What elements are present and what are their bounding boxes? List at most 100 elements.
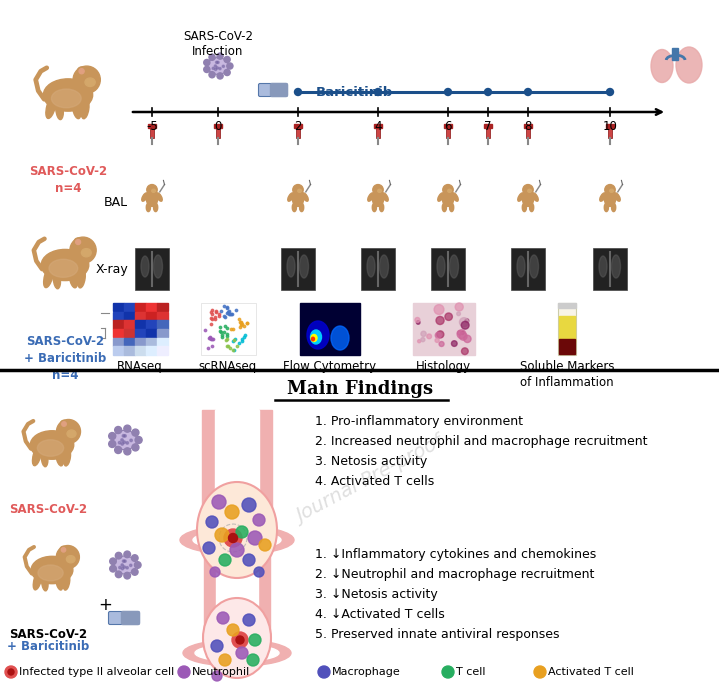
- Circle shape: [249, 634, 261, 646]
- Ellipse shape: [146, 191, 157, 206]
- Text: 6: 6: [444, 120, 452, 133]
- Point: [219, 327, 230, 338]
- Ellipse shape: [37, 440, 63, 456]
- Ellipse shape: [438, 193, 444, 201]
- Ellipse shape: [372, 191, 384, 206]
- Circle shape: [462, 322, 469, 329]
- Point: [239, 321, 250, 332]
- Text: Infected type II alveolar cell: Infected type II alveolar cell: [19, 667, 174, 677]
- Ellipse shape: [55, 445, 63, 466]
- Point: [214, 309, 225, 320]
- Ellipse shape: [197, 482, 277, 578]
- Point: [221, 302, 232, 313]
- Text: 2: 2: [294, 120, 302, 133]
- Circle shape: [248, 531, 262, 545]
- Point: [221, 333, 233, 344]
- Point: [219, 300, 230, 311]
- Point: [233, 338, 244, 349]
- Circle shape: [259, 539, 271, 551]
- Point: [237, 336, 248, 347]
- Bar: [202, 410, 215, 540]
- Ellipse shape: [293, 191, 303, 206]
- Ellipse shape: [331, 326, 349, 350]
- FancyBboxPatch shape: [109, 611, 139, 624]
- Point: [229, 335, 240, 346]
- Bar: [524, 124, 532, 128]
- Bar: [113, 320, 124, 328]
- Circle shape: [243, 614, 255, 626]
- Circle shape: [232, 632, 248, 648]
- Ellipse shape: [31, 556, 73, 584]
- Circle shape: [110, 558, 116, 565]
- Circle shape: [236, 526, 248, 538]
- Circle shape: [203, 67, 210, 73]
- Circle shape: [457, 330, 462, 335]
- Circle shape: [459, 333, 467, 340]
- Circle shape: [126, 442, 129, 444]
- Bar: [148, 124, 156, 128]
- Bar: [216, 538, 258, 659]
- Text: 1. ↓Inflammatory cytokines and chemokines: 1. ↓Inflammatory cytokines and chemokine…: [315, 548, 596, 561]
- Circle shape: [216, 61, 218, 63]
- Point: [228, 336, 239, 347]
- Bar: [124, 346, 134, 354]
- Ellipse shape: [146, 203, 150, 212]
- Bar: [135, 248, 169, 290]
- Circle shape: [236, 647, 248, 659]
- Bar: [124, 338, 134, 346]
- Bar: [294, 124, 302, 128]
- Text: 8: 8: [524, 120, 531, 133]
- Text: +: +: [98, 596, 112, 614]
- Circle shape: [427, 334, 431, 339]
- Circle shape: [124, 435, 127, 437]
- Circle shape: [224, 69, 230, 76]
- Circle shape: [217, 612, 229, 624]
- FancyBboxPatch shape: [122, 611, 139, 624]
- Point: [204, 333, 216, 344]
- Circle shape: [73, 66, 100, 93]
- Point: [221, 302, 232, 313]
- Bar: [146, 329, 157, 337]
- Bar: [146, 312, 157, 320]
- Text: 0: 0: [214, 120, 221, 133]
- Point: [209, 312, 221, 323]
- Text: 3. Netosis activity: 3. Netosis activity: [315, 455, 427, 468]
- Circle shape: [607, 89, 613, 95]
- Bar: [124, 303, 134, 311]
- Text: 3. ↓Netosis activity: 3. ↓Netosis activity: [315, 588, 438, 601]
- Text: 10: 10: [603, 120, 618, 133]
- Bar: [113, 338, 124, 346]
- Point: [221, 323, 233, 334]
- Ellipse shape: [614, 193, 620, 201]
- Circle shape: [5, 666, 17, 678]
- Ellipse shape: [300, 203, 303, 212]
- Circle shape: [121, 442, 124, 445]
- Point: [239, 329, 250, 340]
- Ellipse shape: [676, 47, 702, 83]
- Ellipse shape: [452, 193, 458, 201]
- Ellipse shape: [611, 255, 620, 278]
- Ellipse shape: [288, 193, 293, 201]
- Bar: [113, 329, 124, 337]
- Ellipse shape: [153, 255, 162, 278]
- Text: 1. Pro-inflammatory environment: 1. Pro-inflammatory environment: [315, 415, 523, 428]
- Ellipse shape: [33, 570, 42, 590]
- Ellipse shape: [41, 447, 48, 466]
- Point: [229, 344, 240, 355]
- Point: [225, 323, 237, 334]
- Circle shape: [461, 331, 464, 335]
- Circle shape: [523, 185, 533, 195]
- Circle shape: [435, 338, 439, 342]
- Bar: [672, 47, 678, 60]
- Ellipse shape: [437, 256, 445, 277]
- Circle shape: [132, 569, 138, 575]
- Point: [202, 342, 214, 353]
- Circle shape: [247, 654, 259, 666]
- Circle shape: [439, 341, 444, 346]
- Ellipse shape: [49, 259, 78, 278]
- Ellipse shape: [141, 256, 149, 277]
- Text: SARS-CoV-2
Infection: SARS-CoV-2 Infection: [183, 30, 253, 58]
- Circle shape: [485, 89, 492, 95]
- Text: T cell: T cell: [456, 667, 485, 677]
- Text: scRNAseq: scRNAseq: [199, 360, 257, 373]
